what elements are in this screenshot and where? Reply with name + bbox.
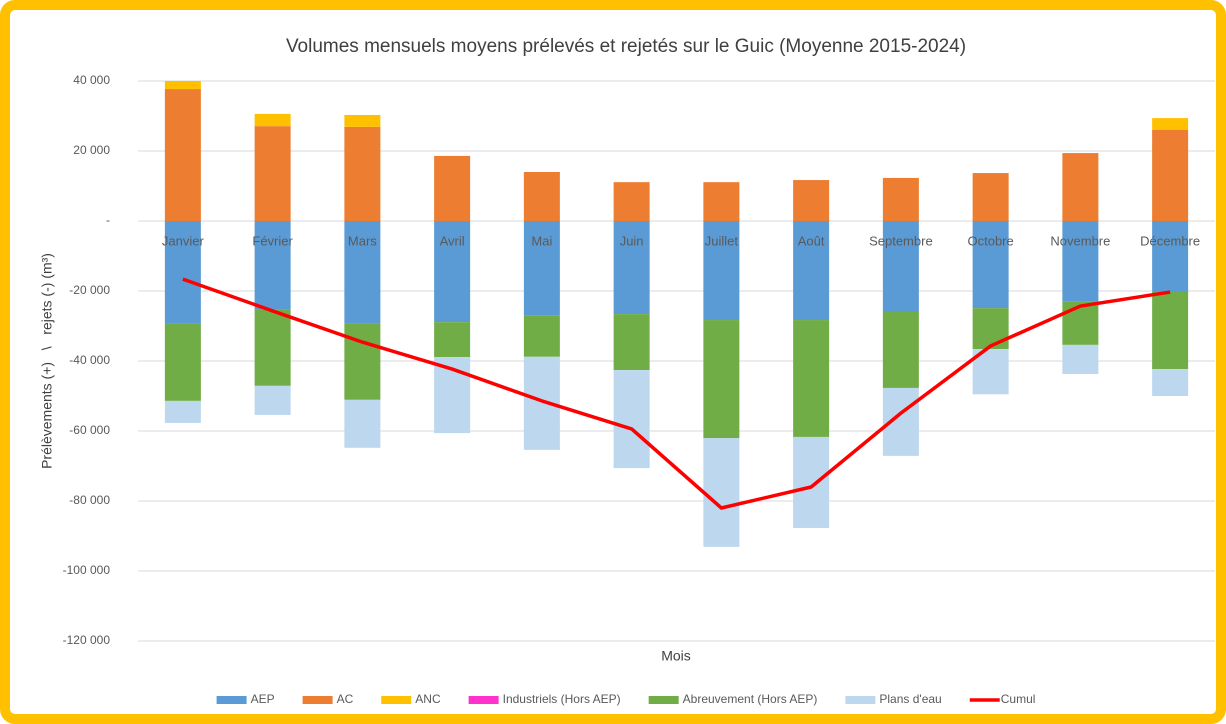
bar-segment (164, 221, 201, 324)
bar-segment (523, 315, 560, 357)
x-tick-label: Avril (440, 233, 465, 248)
bar-segment (254, 309, 291, 386)
bar-segment (703, 182, 740, 221)
bar-segment (344, 126, 381, 221)
x-tick-label: Mai (531, 233, 552, 248)
bar-segment (344, 221, 381, 324)
x-tick-label: Septembre (869, 233, 933, 248)
bar-segment (1152, 221, 1189, 291)
y-tick-label: 20 000 (73, 143, 110, 157)
bar-segment (613, 182, 650, 221)
bar-segment (613, 314, 650, 371)
bar-segment (1152, 130, 1189, 221)
bar-segment (254, 126, 291, 221)
bar-segment (882, 177, 919, 221)
x-tick-label: Mars (348, 233, 377, 248)
legend-label: Plans d'eau (879, 692, 941, 706)
bar-segment (1062, 344, 1099, 374)
bar-segment (703, 320, 740, 438)
chart-title: Volumes mensuels moyens prélevés et reje… (286, 36, 966, 57)
bar-segment (972, 173, 1009, 221)
bar-segment (1152, 369, 1189, 396)
x-tick-label: Février (252, 233, 293, 248)
legend-swatch (468, 696, 499, 704)
bar-segment (254, 221, 291, 310)
x-tick-label: Octobre (968, 233, 1014, 248)
bar-segment (1152, 291, 1189, 370)
bar-segment (703, 438, 740, 547)
legend-label: Abreuvement (Hors AEP) (683, 692, 818, 706)
bar-segment (434, 221, 471, 323)
bar-segment (1062, 221, 1099, 302)
bar-segment (793, 436, 830, 528)
bar-segment (164, 323, 201, 401)
bar-segment (523, 221, 560, 316)
bar-segment (1152, 118, 1189, 130)
legend-label: Cumul (1001, 692, 1036, 706)
bar-segment (613, 370, 650, 469)
bar-segment (434, 322, 471, 358)
x-tick-label: Juillet (705, 233, 739, 248)
x-tick-label: Janvier (162, 233, 205, 248)
bar-segment (254, 113, 291, 127)
bar-segment (793, 320, 830, 437)
bar-segment (882, 312, 919, 388)
legend-label: Industriels (Hors AEP) (503, 692, 621, 706)
bar-segment (164, 81, 201, 90)
y-tick-label: -80 000 (69, 493, 110, 507)
y-tick-label: -40 000 (69, 353, 110, 367)
x-tick-label: Novembre (1050, 233, 1110, 248)
y-tick-label: -100 000 (63, 563, 111, 577)
y-tick-label: -20 000 (69, 283, 110, 297)
bar-segment (164, 400, 201, 423)
bar-segment (344, 323, 381, 400)
y-tick-label: -120 000 (63, 633, 111, 647)
bar-segment (972, 221, 1009, 309)
bar-segment (613, 221, 650, 315)
x-tick-label: Décembre (1140, 233, 1200, 248)
legend-label: AC (337, 692, 354, 706)
bar-segment (793, 221, 830, 321)
y-tick-label: - (106, 213, 110, 227)
bar-segment (1062, 153, 1099, 221)
legend-label: AEP (251, 692, 275, 706)
legend-swatch (302, 696, 333, 704)
bar-segment (434, 155, 471, 221)
y-tick-label: -60 000 (69, 423, 110, 437)
legend: AEP AC ANC Industriels (Hors AEP) Abreuvemen… (216, 692, 1036, 706)
bar-segment (523, 172, 560, 221)
bar-segment (793, 180, 830, 221)
legend-swatch (845, 696, 876, 704)
bar-segment (344, 399, 381, 448)
bar-segment (703, 221, 740, 321)
legend-swatch (216, 696, 247, 704)
x-axis-title: Mois (661, 648, 691, 664)
y-axis-title: Prélèvements (+) \ rejets (-) (m³) (39, 253, 55, 469)
legend-swatch (381, 696, 412, 704)
bar-segment (254, 385, 291, 415)
bar-segment (972, 308, 1009, 350)
bar-segment (344, 114, 381, 127)
legend-label: ANC (415, 692, 441, 706)
x-tick-label: Août (798, 233, 825, 248)
bar-segment (882, 221, 919, 312)
bar-segment (164, 89, 201, 221)
bar-segment (1062, 301, 1099, 345)
legend-swatch (648, 696, 679, 704)
x-tick-label: Juin (620, 233, 644, 248)
cumul-line (182, 277, 1171, 510)
y-tick-label: 40 000 (73, 73, 110, 87)
